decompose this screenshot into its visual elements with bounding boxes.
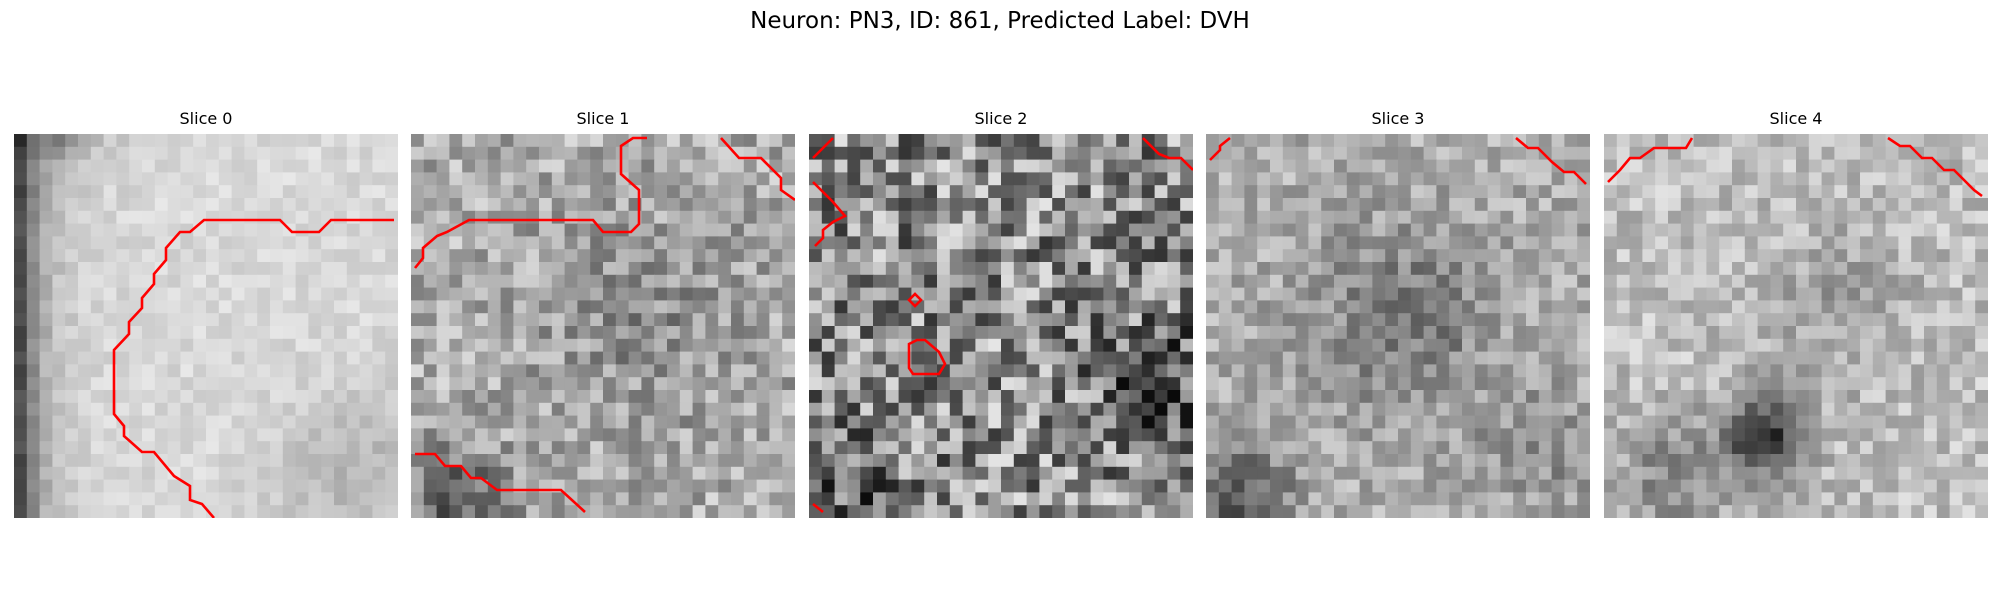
- contour-line: [415, 452, 586, 513]
- slice-title: Slice 1: [576, 109, 630, 128]
- contour-loop: [907, 338, 947, 376]
- contour-line: [1209, 136, 1231, 161]
- slice-title: Slice 3: [1371, 109, 1425, 128]
- contour-line: [1515, 137, 1587, 185]
- slice-image-1: [411, 134, 795, 518]
- figure-title: Neuron: PN3, ID: 861, Predicted Label: D…: [750, 8, 1250, 34]
- slice-title: Slice 0: [179, 109, 233, 128]
- slice-panel-2: Slice 2: [809, 106, 1193, 518]
- slice-title: Slice 4: [1769, 109, 1823, 128]
- contour-line: [1887, 136, 1983, 198]
- slice-image-4: [1604, 134, 1988, 518]
- contour-line: [812, 137, 834, 159]
- contour-line: [1607, 137, 1694, 183]
- slice-panel-4: Slice 4: [1604, 106, 1988, 518]
- contour-line: [112, 218, 394, 518]
- slice-image-2: [809, 134, 1193, 518]
- slice-panel-1: Slice 1: [411, 106, 795, 518]
- slice-panel-3: Slice 3: [1206, 106, 1590, 518]
- slice-image-3: [1206, 134, 1590, 518]
- contour-line: [413, 136, 647, 269]
- contour-loop: [907, 292, 923, 308]
- slice-image-0: [14, 134, 398, 518]
- slice-title: Slice 2: [974, 109, 1028, 128]
- contour-line: [812, 181, 848, 247]
- slice-panel-0: Slice 0: [14, 106, 398, 518]
- contour-line: [720, 137, 795, 202]
- contour-line: [812, 502, 824, 514]
- contour-line: [1142, 137, 1193, 171]
